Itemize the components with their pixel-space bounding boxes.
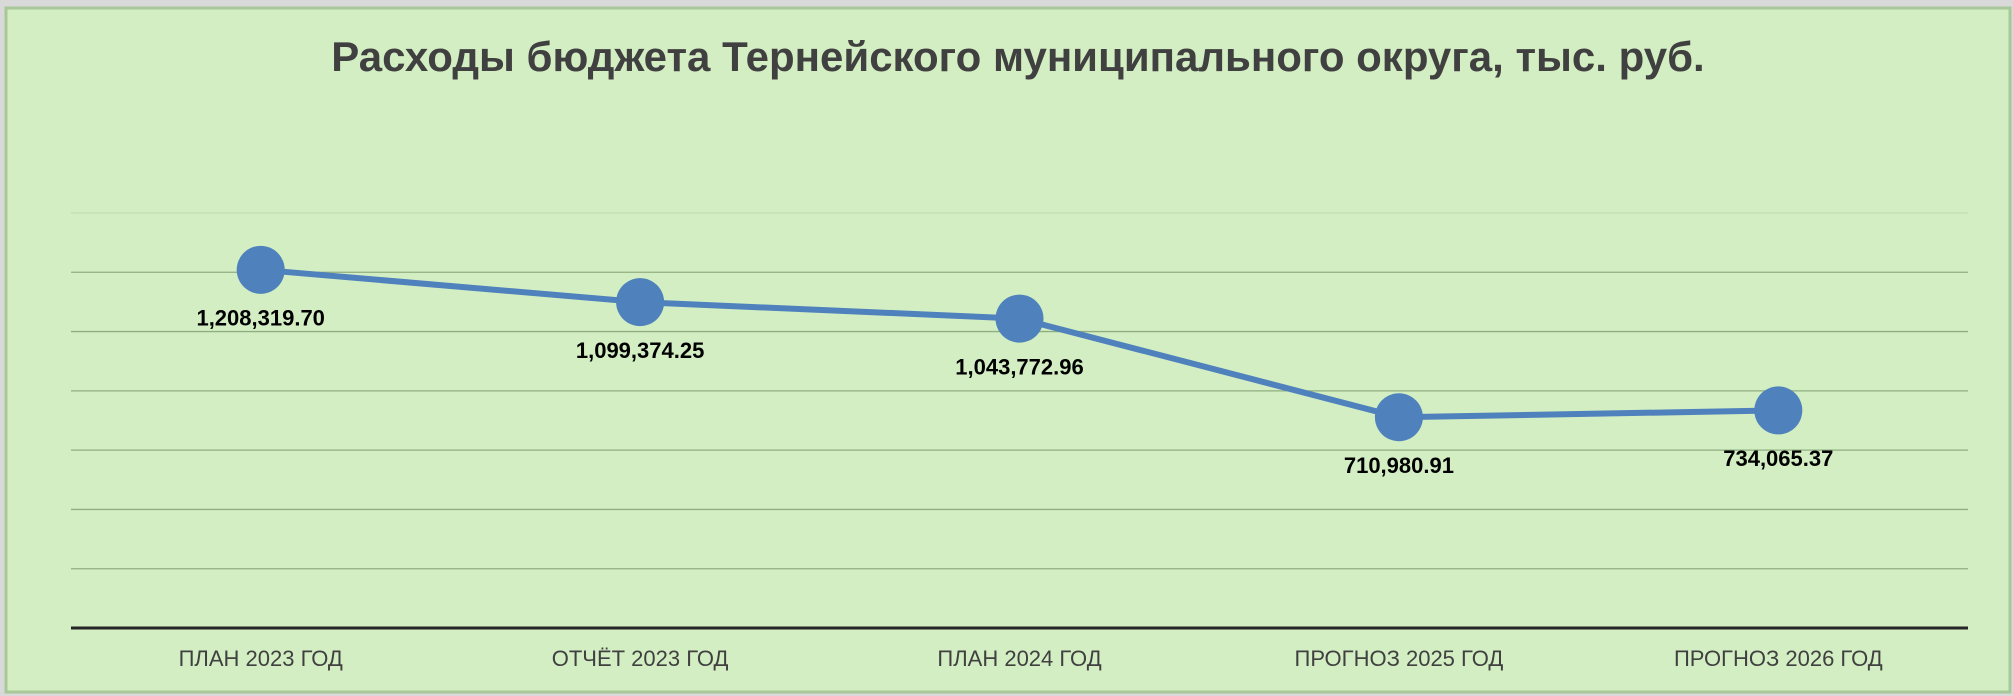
- x-tick-label: ПРОГНОЗ 2026 ГОД: [1674, 646, 1883, 671]
- chart-title: Расходы бюджета Тернейского муниципально…: [331, 33, 1704, 80]
- x-tick-label: ПЛАН 2023 ГОД: [179, 646, 343, 671]
- data-point: [1374, 393, 1423, 442]
- data-point: [995, 294, 1044, 343]
- data-point: [236, 245, 285, 294]
- x-tick-label: ПРОГНОЗ 2025 ГОД: [1295, 646, 1504, 671]
- x-tick-label: ОТЧЁТ 2023 ГОД: [552, 646, 729, 671]
- data-label: 1,099,374.25: [576, 338, 704, 363]
- data-label: 710,980.91: [1344, 453, 1454, 478]
- data-label: 734,065.37: [1723, 446, 1833, 471]
- data-label: 1,043,772.96: [955, 354, 1083, 379]
- data-label: 1,208,319.70: [196, 306, 324, 331]
- x-tick-label: ПЛАН 2024 ГОД: [937, 646, 1101, 671]
- chart-background: [4, 6, 2012, 694]
- data-point: [616, 278, 665, 327]
- data-point: [1754, 386, 1803, 435]
